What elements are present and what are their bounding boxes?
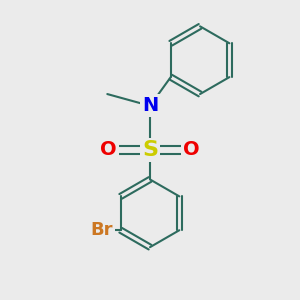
- Text: O: O: [100, 140, 117, 160]
- Text: N: N: [142, 96, 158, 115]
- Text: Br: Br: [90, 221, 113, 239]
- Text: O: O: [183, 140, 200, 160]
- Text: S: S: [142, 140, 158, 160]
